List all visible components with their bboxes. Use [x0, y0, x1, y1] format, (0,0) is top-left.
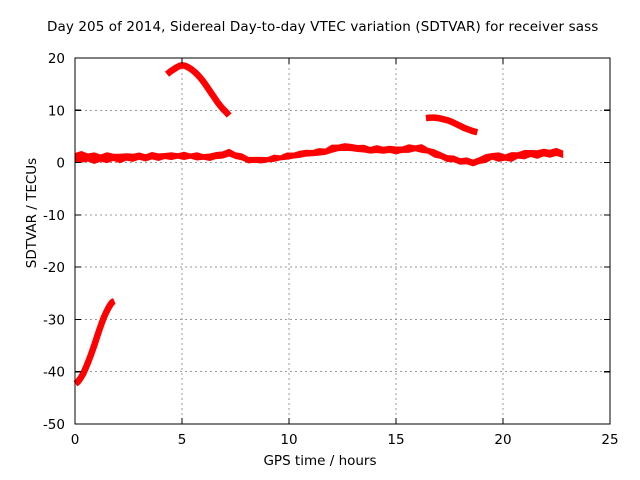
axis-frame — [74, 57, 611, 425]
x-tick-label: 20 — [494, 432, 511, 448]
tick-marks — [74, 57, 611, 425]
chart-title: Day 205 of 2014, Sidereal Day-to-day VTE… — [47, 19, 599, 35]
x-tick-label: 0 — [71, 432, 80, 448]
x-tick-label: 10 — [280, 432, 297, 448]
y-tick-label: 10 — [48, 103, 65, 119]
y-tick-label: 0 — [56, 156, 65, 172]
y-tick-label: -40 — [43, 365, 65, 381]
x-tick-label: 15 — [387, 432, 404, 448]
gridlines — [75, 58, 610, 424]
y-tick-label: -50 — [43, 417, 65, 433]
x-axis-title: GPS time / hours — [263, 453, 377, 469]
tick-labels: 20 10 0 -10 -20 -30 -40 -50 0 5 10 15 20 25 — [43, 51, 619, 448]
y-tick-label: 20 — [48, 51, 65, 67]
y-tick-label: -30 — [43, 312, 65, 328]
y-tick-label: -10 — [43, 208, 65, 224]
y-axis-title: SDTVAR / TECUs — [24, 157, 40, 269]
x-tick-label: 5 — [178, 432, 187, 448]
x-tick-label: 25 — [601, 432, 618, 448]
data-series-layer — [73, 62, 564, 387]
y-tick-label: -20 — [43, 260, 65, 276]
